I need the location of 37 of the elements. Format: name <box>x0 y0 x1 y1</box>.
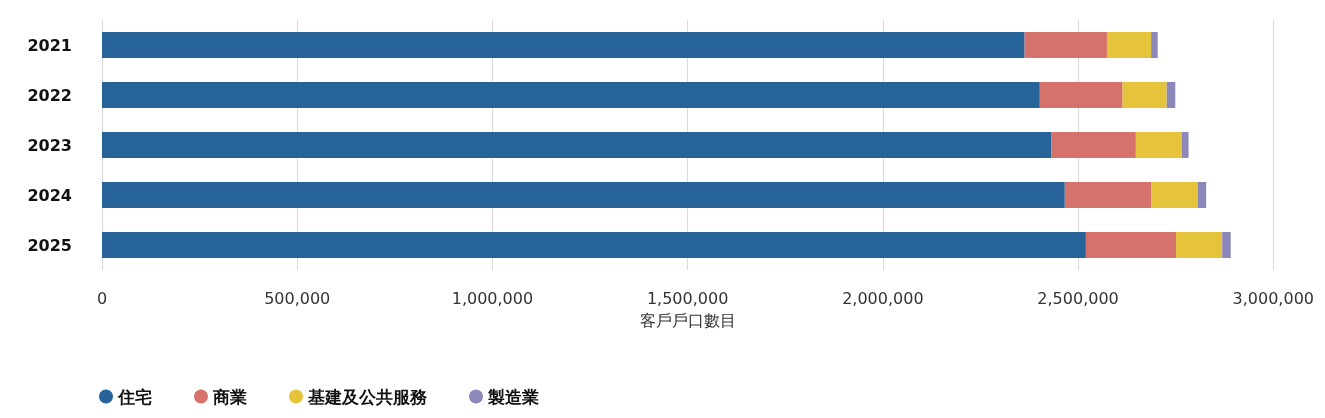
x-tick-label: 1,000,000 <box>451 288 534 308</box>
bar <box>1064 182 1152 208</box>
bar <box>1039 82 1123 108</box>
bar <box>1085 232 1177 258</box>
x-tick-label: 500,000 <box>264 288 331 308</box>
bar <box>1051 132 1136 158</box>
x-tick-label: 3,000,000 <box>1232 288 1314 308</box>
bar <box>1197 182 1207 208</box>
legend-label: 住宅 <box>117 386 152 407</box>
legend-label: 基建及公共服務 <box>307 386 427 407</box>
y-tick-label: 2024 <box>27 185 72 205</box>
x-axis-title: 客戶戶口數目 <box>639 310 736 330</box>
bar <box>1024 32 1107 58</box>
x-tick-label: 1,500,000 <box>646 288 729 308</box>
bar <box>102 82 1040 108</box>
y-tick-label: 2021 <box>27 35 72 55</box>
bar <box>102 132 1052 158</box>
bar <box>102 182 1065 208</box>
x-tick-label: 2,500,000 <box>1037 288 1119 308</box>
bar <box>102 32 1025 58</box>
bar <box>1222 232 1231 258</box>
legend-label: 製造業 <box>487 386 539 407</box>
x-tick-label: 2,000,000 <box>842 288 924 308</box>
bar <box>1176 232 1223 258</box>
x-tick-label: 0 <box>96 288 108 308</box>
bar <box>1106 32 1152 58</box>
bar <box>1166 82 1176 108</box>
y-tick-label: 2025 <box>27 235 72 255</box>
legend-label: 商業 <box>212 386 247 407</box>
bar <box>1181 132 1189 158</box>
bar <box>102 232 1086 258</box>
bar <box>1122 82 1167 108</box>
bar <box>1151 182 1198 208</box>
bar <box>1135 132 1182 158</box>
y-tick-label: 2023 <box>27 135 72 155</box>
bar <box>1151 32 1158 58</box>
y-tick-label: 2022 <box>27 85 72 105</box>
